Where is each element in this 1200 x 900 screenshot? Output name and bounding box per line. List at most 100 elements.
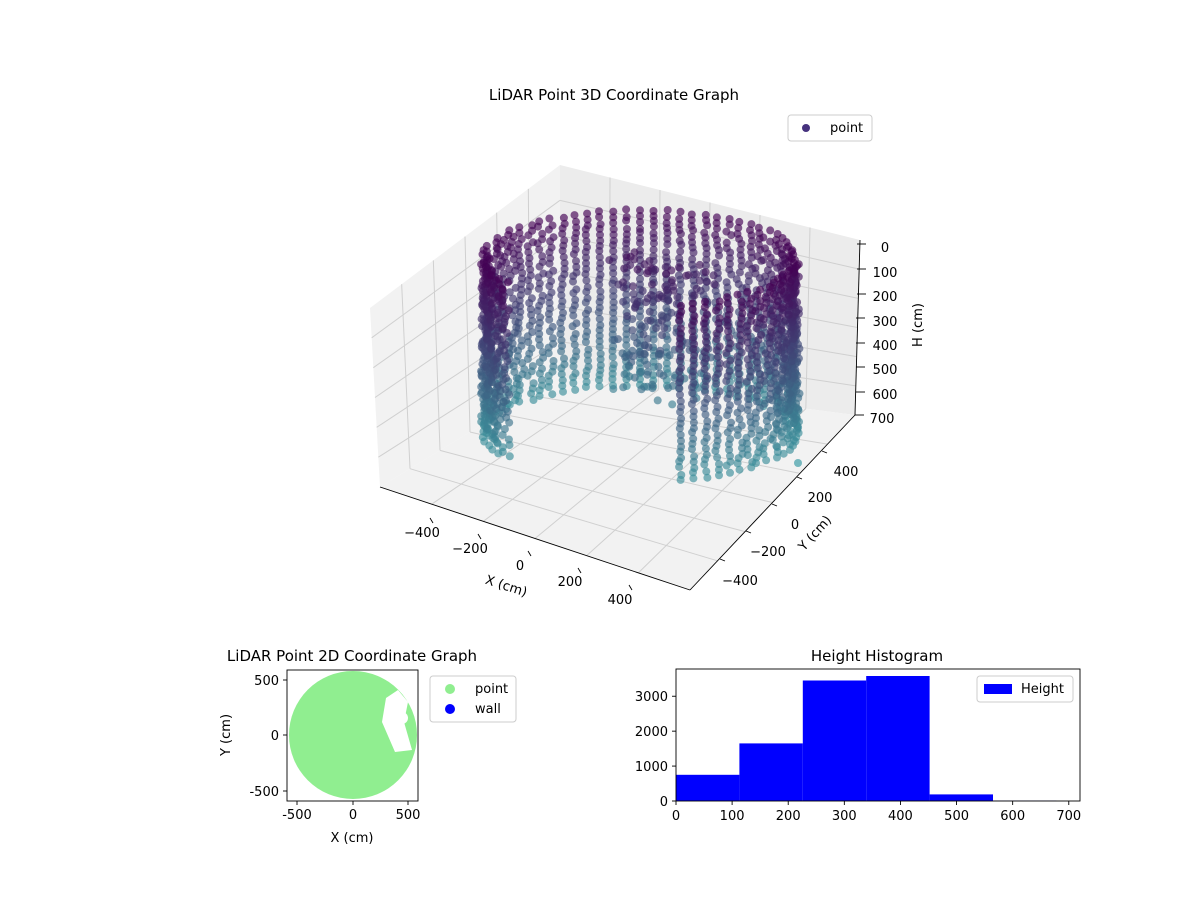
cloud-point (692, 284, 701, 293)
cloud-point (737, 262, 746, 271)
cloud-point (733, 431, 742, 440)
histogram-bar (802, 680, 867, 801)
cloud-point (700, 348, 709, 357)
cloud-point (738, 444, 746, 453)
cloud-point (483, 424, 492, 433)
cloud-point (596, 355, 605, 364)
cloud-point (723, 315, 732, 324)
cloud-point (505, 418, 514, 427)
cloud-point (744, 344, 753, 353)
cloud-point (733, 459, 742, 468)
cloud-point (689, 468, 697, 477)
cloud-point (723, 411, 732, 420)
cloud-point (710, 280, 719, 289)
y-tick-label: -500 (249, 785, 279, 800)
cloud-point (761, 428, 770, 436)
cloud-point (535, 262, 544, 271)
cloud-point (743, 355, 752, 364)
cloud-point (535, 369, 544, 378)
cloud-point (688, 445, 696, 454)
x-tick-label: 400 (608, 593, 633, 608)
legend-label-point: point (830, 121, 863, 136)
cloud-point (688, 428, 697, 437)
cloud-point (766, 434, 775, 443)
cloud-point (581, 225, 590, 234)
cloud-point (687, 400, 696, 408)
cloud-point (486, 406, 495, 415)
cloud-point (733, 408, 742, 417)
cloud-point (633, 339, 642, 347)
legend-3d: point (787, 114, 873, 142)
y-tick-label: 0 (791, 518, 799, 533)
cloud-point (695, 276, 704, 285)
cloud-point (523, 242, 532, 251)
cloud-point (505, 441, 514, 450)
cloud-point (711, 396, 720, 405)
cloud-point (622, 205, 631, 214)
cloud-point (675, 424, 684, 433)
z-tick-label: 600 (873, 388, 898, 403)
chart-2d-title: LiDAR Point 2D Coordinate Graph (227, 647, 477, 665)
cloud-point (722, 377, 731, 386)
cloud-point (747, 463, 756, 472)
cloud-point (483, 391, 492, 399)
cloud-point (786, 440, 794, 449)
cloud-point (544, 225, 553, 234)
cloud-point (702, 332, 710, 341)
cloud-point (675, 462, 684, 471)
cloud-point (736, 245, 745, 254)
cloud-point (571, 234, 580, 242)
cloud-point (665, 351, 674, 360)
cloud-point (676, 229, 685, 238)
cloud-point (664, 384, 673, 392)
cloud-point (557, 302, 566, 311)
cloud-point (582, 321, 590, 330)
cloud-point (524, 276, 532, 285)
cloud-point (608, 353, 617, 362)
cloud-point (724, 327, 733, 336)
cloud-point (500, 363, 509, 372)
cloud-point (737, 239, 746, 248)
x-tick-label: 0 (672, 809, 680, 824)
cloud-point (557, 274, 566, 283)
cloud-point (500, 425, 509, 433)
cloud-point (488, 445, 497, 454)
cloud-point (605, 256, 614, 265)
y-tick-label: 0 (660, 795, 668, 810)
cloud-point (524, 338, 533, 347)
cloud-point (523, 332, 532, 341)
cloud-point (761, 349, 770, 358)
cloud-point (610, 336, 619, 345)
cloud-point (569, 250, 578, 259)
cloud-point (675, 263, 683, 272)
cloud-point (618, 349, 627, 358)
cloud-point (582, 259, 590, 268)
cloud-point (702, 337, 710, 346)
cloud-point (766, 226, 775, 235)
cloud-point (494, 261, 503, 270)
cloud-point (701, 427, 710, 436)
cloud-point (595, 326, 604, 335)
cloud-point (723, 293, 731, 302)
cloud-point (545, 282, 554, 290)
cloud-point (556, 330, 565, 338)
cloud-point (515, 228, 524, 237)
cloud-point (746, 418, 755, 427)
cloud-point (478, 250, 487, 259)
cloud-point (654, 351, 663, 360)
cloud-point (632, 300, 641, 309)
cloud-point (735, 217, 744, 226)
cloud-point (688, 389, 697, 397)
legend-label-point: point (475, 682, 508, 697)
y-ticks-3d: −400 −200 0 200 400 (719, 450, 858, 589)
cloud-point (636, 206, 644, 215)
cloud-point (675, 367, 684, 376)
cloud-point (498, 290, 507, 299)
cloud-point (640, 356, 649, 365)
cloud-point (608, 279, 617, 288)
chart-histogram: Height Histogram 0 100 200 300 400 500 6… (635, 647, 1081, 824)
cloud-point (688, 327, 697, 336)
cloud-point (702, 249, 711, 258)
histogram-title: Height Histogram (811, 647, 943, 665)
cloud-point (774, 330, 783, 339)
